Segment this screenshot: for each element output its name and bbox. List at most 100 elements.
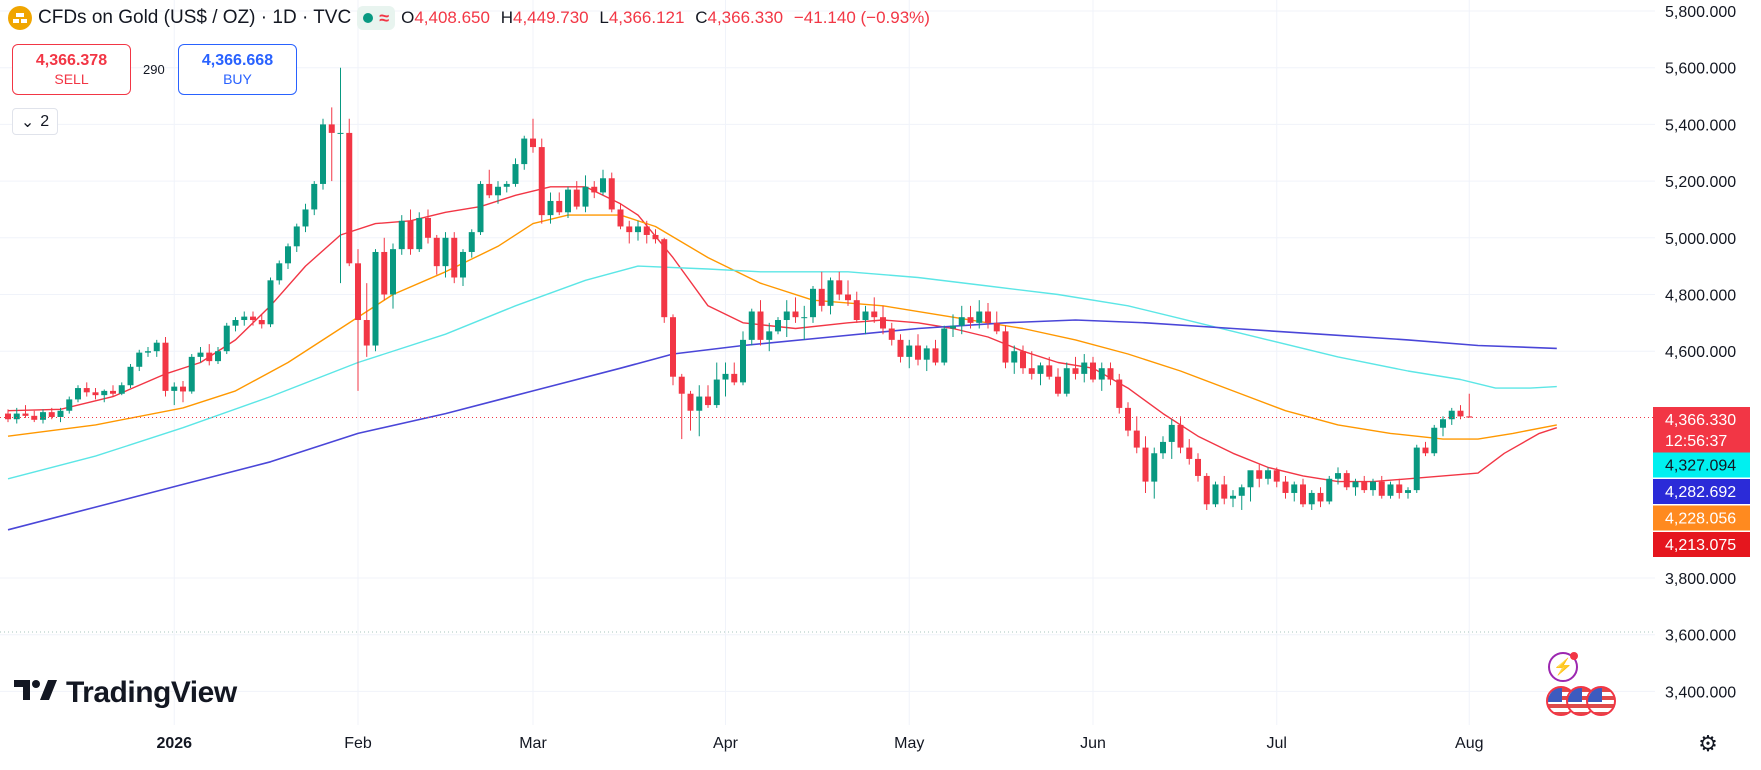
candle-body [818,288,825,306]
candle-body [416,217,423,250]
candle [521,135,528,170]
candle [1300,478,1306,508]
tradingview-logo[interactable]: TradingView [14,676,237,710]
candle [398,215,405,255]
time-axis[interactable]: 2026 Feb Mar Apr May Jun Jul Aug [156,735,1483,752]
candle-body [232,320,239,326]
candle-body [311,183,318,210]
candle [127,363,134,389]
buy-button[interactable]: 4,366.668 BUY [178,44,297,95]
candle [1125,402,1131,437]
candle-body [556,200,563,213]
candle [381,237,388,301]
candle-body [521,138,528,165]
price-axis[interactable]: 5,800.000 5,600.000 5,400.000 5,200.000 5,00… [1665,4,1736,701]
economic-events[interactable] [1546,686,1616,716]
market-status-icon [363,13,374,23]
moving-average-line [7,265,1557,480]
candle [932,339,939,366]
y-tick-label: 5,000.000 [1665,231,1736,248]
candle [328,107,335,182]
y-tick-label: 3,800.000 [1665,571,1736,588]
candle-body [320,124,326,184]
candle [801,305,808,340]
candle [617,203,624,230]
candle [267,277,274,328]
candle [1186,439,1193,465]
indicators-toggle-button[interactable]: ⌄ 2 [12,108,58,135]
candle-body [1431,427,1438,454]
symbol-title[interactable]: CFDs on Gold (US$ / OZ) · 1D · TVC [38,7,352,28]
candle-body [608,178,615,210]
candle-body [670,317,676,377]
candle-body [171,386,178,391]
candle [670,314,676,386]
lightning-icon[interactable]: ⚡ [1548,652,1578,682]
candle-body [897,339,904,357]
y-tick-label: 4,600.000 [1665,344,1736,361]
candle [538,138,545,224]
candle [1133,416,1140,454]
candle-body [328,124,335,133]
candle [888,322,895,346]
candle [188,354,195,394]
candle-body [276,263,283,281]
candle [468,229,475,258]
candle [302,203,309,233]
candle [503,181,510,193]
candle-body [1422,447,1429,454]
x-tick-label: Jul [1267,735,1287,752]
candle-body [1457,410,1464,417]
candle-body [5,413,11,420]
candle [573,181,580,210]
candle-body [1300,484,1306,505]
candle-body [1387,484,1394,496]
price-label-box [1653,479,1750,504]
candle-body [1448,410,1455,420]
candle [1203,473,1210,510]
candle-body [1466,416,1473,418]
candle [591,181,598,199]
candle-body [1168,424,1175,442]
candle [1221,475,1228,505]
y-tick-label: 5,600.000 [1665,61,1736,78]
candle-body [1361,481,1368,491]
candle [871,297,878,323]
candle-body [153,342,160,352]
candle [827,277,834,315]
candle-body [888,328,895,340]
candle [363,283,370,357]
candle-body [381,251,388,295]
candle [57,407,64,423]
price-label-text: 4,327.094 [1665,458,1736,475]
candle-body [827,280,834,306]
candle-body [241,316,248,321]
brand-name: TradingView [66,676,237,709]
candle [1195,453,1201,482]
x-tick-label: Mar [519,735,547,752]
candle [460,249,466,286]
price-label: 4,327.094 [1653,452,1750,478]
candle [958,305,965,335]
candle-body [1142,447,1149,482]
candle-body [250,316,256,321]
candle [950,314,956,338]
candle [643,220,650,244]
candle [495,181,501,204]
symbol-legend: CFDs on Gold (US$ / OZ) · 1D · TVC ≈ O4,… [8,6,936,30]
candle-body [547,200,554,216]
candle-body [495,186,501,196]
candle [223,322,230,355]
candle-body [451,237,458,278]
candle [215,346,221,364]
candle [372,249,379,352]
candle [731,362,738,386]
gear-icon[interactable]: ⚙ [1698,731,1718,756]
candle [775,317,781,335]
market-status-badge[interactable]: ≈ [357,6,396,30]
x-tick-label: Apr [713,735,739,752]
sell-button[interactable]: 4,366.378 SELL [12,44,131,95]
candle-body [40,412,46,420]
buy-label: BUY [223,70,252,87]
